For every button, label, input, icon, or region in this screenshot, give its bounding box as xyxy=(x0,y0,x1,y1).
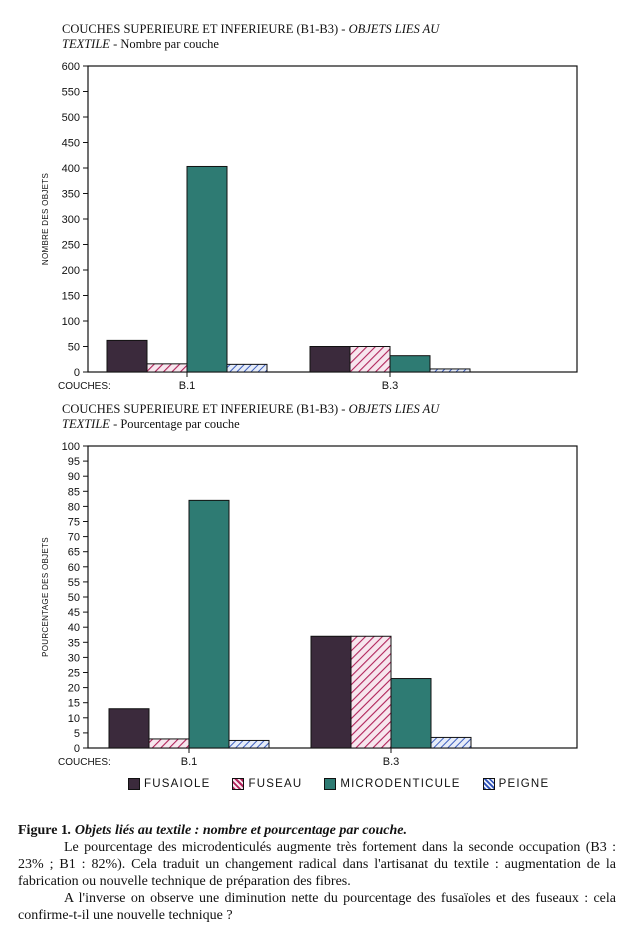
bar-fusaiole-b-3 xyxy=(309,346,351,373)
fuseau-swatch-icon xyxy=(232,778,245,790)
y-tick-label: 0 xyxy=(74,367,80,379)
bar-microdenticule-b-1 xyxy=(186,165,228,373)
y-tick-label: 85 xyxy=(68,486,80,498)
chart2-title-part2: - Pourcentage par couche xyxy=(109,417,240,431)
chart2-title-italic2: TEXTILE xyxy=(62,417,110,431)
caption-paragraph-2: A l'inverse on observe une diminution ne… xyxy=(18,891,616,923)
bar-fuseau-b-3 xyxy=(350,635,392,749)
peigne-swatch-icon xyxy=(482,778,495,790)
chart1-title: COUCHES SUPERIEURE ET INFERIEURE (B1-B3)… xyxy=(62,22,439,52)
bar-fuseau-b-1 xyxy=(146,363,188,373)
legend-label-peigne: PEIGNE xyxy=(498,778,550,790)
caption-title: Figure 1. Objets liés au textile : nombr… xyxy=(18,822,616,839)
figure-caption: Figure 1. Objets liés au textile : nombr… xyxy=(18,822,616,924)
bar-microdenticule-b-3 xyxy=(389,355,431,373)
bar-fuseau-b-1 xyxy=(148,738,190,749)
y-tick-label: 65 xyxy=(68,547,80,559)
y-tick-label: 75 xyxy=(68,517,80,529)
caption-paragraph-1: Le pourcentage des microdenticulés augme… xyxy=(18,840,616,889)
x-axis-label: COUCHES: xyxy=(58,381,111,392)
legend-item-microdenticule: MICRODENTICULE xyxy=(324,778,460,790)
plot-frame xyxy=(87,65,578,373)
x-tick-label-b-1: B.1 xyxy=(179,380,196,392)
chart1-title-italic2: TEXTILE xyxy=(62,37,110,51)
y-tick-label: 450 xyxy=(62,138,80,150)
y-tick-label: 350 xyxy=(62,189,80,201)
bar-peigne-b-3 xyxy=(429,368,471,373)
y-tick-label: 250 xyxy=(62,240,80,252)
y-tick-label: 200 xyxy=(62,265,80,277)
chart1-title-italic1: OBJETS LIES AU xyxy=(348,22,440,36)
bar-fusaiole-b-3 xyxy=(310,635,352,749)
y-tick-label: 60 xyxy=(68,562,80,574)
bar-peigne-b-1 xyxy=(226,363,268,373)
y-tick-label: 15 xyxy=(68,698,80,710)
caption-fig-title: . Objets liés au textile : nombre et pou… xyxy=(67,823,407,838)
x-axis-label: COUCHES: xyxy=(58,757,111,768)
y-tick-label: 500 xyxy=(62,112,80,124)
y-tick-label: 550 xyxy=(62,87,80,99)
chart2-title-italic1: OBJETS LIES AU xyxy=(348,402,440,416)
chart1: 0 50 100 150 200 250 300 350 400 450 500 550 600 NOMB… xyxy=(41,61,578,392)
y-tick-label: 5 xyxy=(74,728,80,740)
y-tick-label: 35 xyxy=(68,637,80,649)
caption-fig-label: Figure 1 xyxy=(18,823,68,838)
bar-fusaiole-b-1 xyxy=(106,339,148,373)
x-tick-label-b-3: B.3 xyxy=(383,756,400,768)
bar-microdenticule-b-1 xyxy=(188,499,230,749)
y-tick-label: 20 xyxy=(68,683,80,695)
chart2-title-part1: COUCHES SUPERIEURE ET INFERIEURE (B1-B3)… xyxy=(62,402,349,416)
legend-label-fusaiole: FUSAIOLE xyxy=(144,778,211,790)
bar-peigne-b-3 xyxy=(430,736,472,749)
y-tick-label: 10 xyxy=(68,713,80,725)
y-tick-label: 40 xyxy=(68,622,80,634)
y-tick-label: 80 xyxy=(68,501,80,513)
y-tick-label: 600 xyxy=(62,61,80,73)
legend-item-peigne: PEIGNE xyxy=(482,778,550,790)
legend-label-microdenticule: MICRODENTICULE xyxy=(340,778,461,790)
x-tick-label-b-3: B.3 xyxy=(382,380,399,392)
y-tick-label: 55 xyxy=(68,577,80,589)
y-tick-label: 100 xyxy=(62,441,80,453)
y-tick-label: 400 xyxy=(62,163,80,175)
y-axis-label: POURCENTAGE DES OBJETS xyxy=(41,537,50,657)
y-tick-label: 300 xyxy=(62,214,80,226)
fusaiole-swatch-icon xyxy=(128,778,140,790)
y-tick-label: 50 xyxy=(68,592,80,604)
y-tick-label: 25 xyxy=(68,668,80,680)
bar-fuseau-b-3 xyxy=(349,346,391,373)
chart2-title: COUCHES SUPERIEURE ET INFERIEURE (B1-B3)… xyxy=(62,402,439,432)
legend-label-fuseau: FUSEAU xyxy=(248,778,303,790)
y-tick-label: 150 xyxy=(62,291,80,303)
bar-peigne-b-1 xyxy=(228,739,270,749)
chart2: 0 5 10 15 20 25 30 35 40 45 50 55 60 65 70 75 80 85 90 95 10… xyxy=(41,441,578,768)
y-tick-label: 30 xyxy=(68,652,80,664)
x-tick-label-b-1: B.1 xyxy=(181,756,198,768)
chart1-title-part2: - Nombre par couche xyxy=(109,37,219,51)
y-tick-label: 45 xyxy=(68,607,80,619)
bar-microdenticule-b-3 xyxy=(390,678,432,749)
y-tick-label: 70 xyxy=(68,532,80,544)
chart1-title-part1: COUCHES SUPERIEURE ET INFERIEURE (B1-B3)… xyxy=(62,22,349,36)
y-tick-label: 95 xyxy=(68,456,80,468)
y-tick-label: 90 xyxy=(68,471,80,483)
legend: FUSAIOLE FUSEAU MICRODENTICULE PEIGNE xyxy=(128,778,549,790)
y-tick-label: 50 xyxy=(68,342,80,354)
microdenticule-swatch-icon xyxy=(324,778,337,790)
legend-item-fusaiole: FUSAIOLE xyxy=(128,778,210,790)
legend-item-fuseau: FUSEAU xyxy=(232,778,302,790)
y-axis-label: NOMBRE DES OBJETS xyxy=(41,173,50,265)
bar-fusaiole-b-1 xyxy=(108,708,150,749)
y-tick-label: 0 xyxy=(74,743,80,755)
y-tick-label: 100 xyxy=(62,316,80,328)
